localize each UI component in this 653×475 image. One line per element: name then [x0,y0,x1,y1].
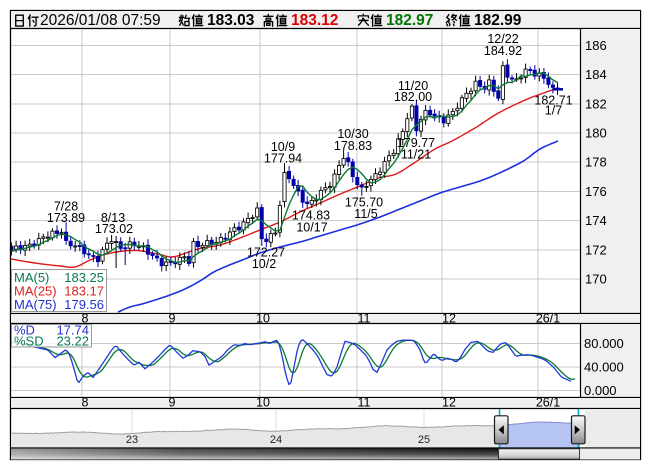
svg-text:183.25: 183.25 [64,270,104,285]
svg-text:183.17: 183.17 [64,284,104,299]
svg-text:11/21: 11/21 [401,148,431,162]
svg-text:9: 9 [169,396,176,410]
svg-text:180: 180 [585,126,607,141]
svg-text:182.00: 182.00 [394,90,432,104]
svg-text:25: 25 [418,434,430,446]
svg-text:11/5: 11/5 [354,207,377,221]
svg-text:7/28: 7/28 [54,200,78,214]
svg-text:176: 176 [585,184,607,199]
svg-text:172: 172 [585,242,607,257]
svg-text:183.03: 183.03 [207,12,255,29]
svg-text:1/7: 1/7 [545,104,562,118]
svg-text:8: 8 [82,312,89,326]
svg-text:184: 184 [585,67,607,82]
svg-text:10/2: 10/2 [252,257,276,271]
svg-text:MA(5): MA(5) [14,270,49,285]
svg-text:23: 23 [126,434,138,446]
svg-text:80.000: 80.000 [584,336,624,351]
svg-text:2026/01/08 07:59: 2026/01/08 07:59 [40,12,161,29]
svg-text:17.74: 17.74 [56,323,89,338]
svg-text:173.89: 173.89 [47,211,85,225]
svg-text:182.97: 182.97 [386,12,433,29]
svg-text:182.71: 182.71 [534,94,572,108]
svg-text:24: 24 [270,434,282,446]
svg-text:179.56: 179.56 [64,297,104,312]
svg-text:178: 178 [585,155,607,170]
svg-text:23.22: 23.22 [56,334,89,349]
svg-text:11: 11 [358,396,371,410]
svg-text:170: 170 [585,272,607,287]
svg-text:177.94: 177.94 [264,151,302,165]
svg-text:10: 10 [256,312,270,326]
svg-text:26/1: 26/1 [536,312,560,326]
svg-text:MA(25): MA(25) [14,284,57,299]
svg-text:184.92: 184.92 [484,44,522,58]
svg-text:26/1: 26/1 [536,396,560,410]
svg-text:9: 9 [169,312,176,326]
svg-text:10/30: 10/30 [337,127,368,141]
svg-text:%D: %D [14,323,35,338]
svg-text:40.000: 40.000 [584,360,624,375]
svg-text:0.000: 0.000 [584,383,617,398]
svg-text:11: 11 [358,312,371,326]
svg-text:10/17: 10/17 [296,221,327,235]
svg-text:10/9: 10/9 [271,140,295,154]
svg-text:8: 8 [82,396,89,410]
svg-text:182: 182 [585,96,607,111]
svg-text:175.70: 175.70 [345,196,383,210]
svg-text:174.83: 174.83 [292,209,330,223]
svg-text:182.99: 182.99 [474,12,522,29]
svg-text:12/22: 12/22 [487,32,518,46]
svg-text:8/13: 8/13 [101,211,125,225]
svg-text:10: 10 [256,396,270,410]
svg-text:174: 174 [585,213,607,228]
svg-text:186: 186 [585,38,607,53]
svg-text:MA(75): MA(75) [14,297,57,312]
svg-text:172.27: 172.27 [247,246,285,260]
svg-text:173.02: 173.02 [95,222,133,236]
svg-text:179.77: 179.77 [397,136,435,150]
svg-text:12: 12 [442,312,456,326]
svg-text:183.12: 183.12 [291,12,338,29]
svg-text:11/20: 11/20 [398,79,428,93]
svg-text:178.83: 178.83 [334,139,372,153]
svg-text:12: 12 [442,396,456,410]
svg-text:%SD: %SD [14,334,44,349]
